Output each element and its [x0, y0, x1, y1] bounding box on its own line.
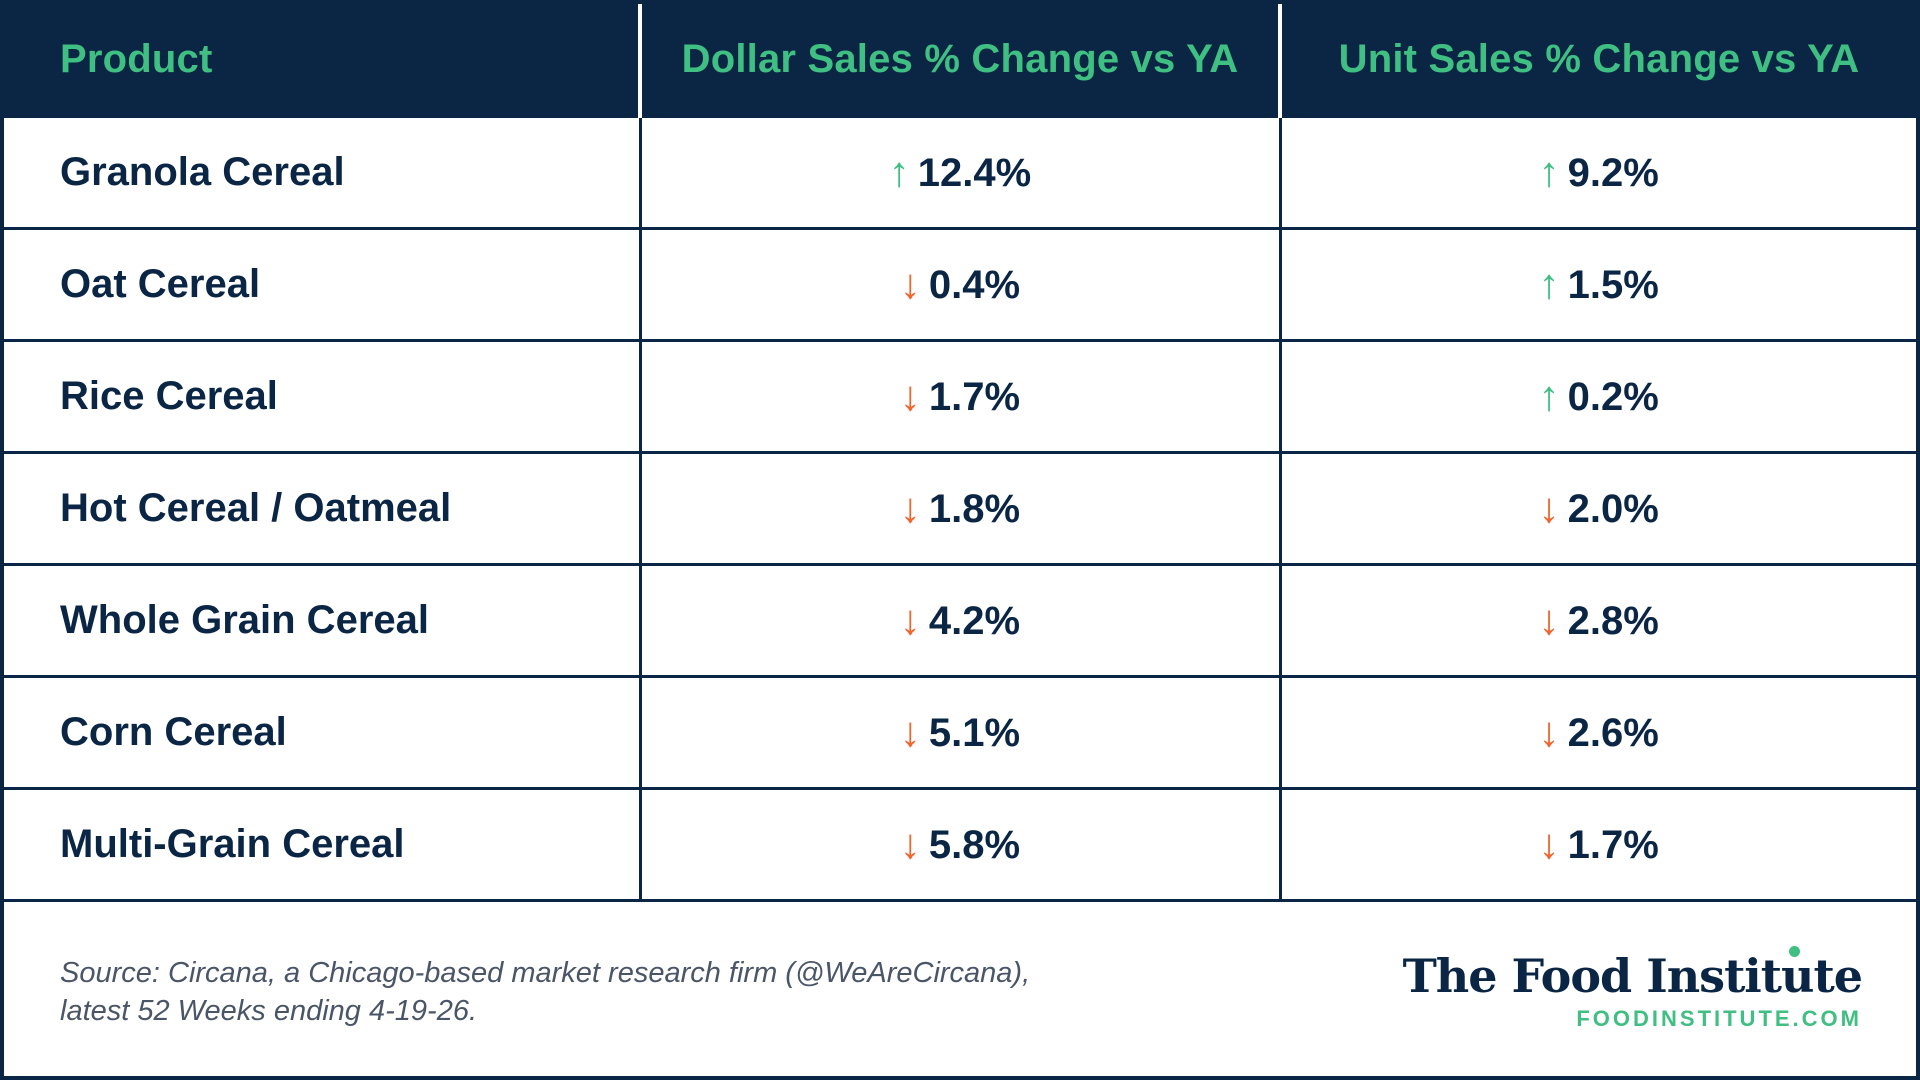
arrow-down-icon: ↓	[1538, 484, 1560, 531]
unit-sales-change-cell: ↓ 1.7%	[1278, 786, 1916, 902]
unit-sales-change-cell: ↓ 2.8%	[1278, 562, 1916, 676]
dollar-sales-change-value: 1.7%	[928, 375, 1021, 419]
brand-logo: The Food Institute FOODINSTITUTE.COM	[1402, 946, 1863, 1032]
table-body: Granola Cereal ↑ 12.4% ↑ 9.2% Oat Cereal ↓ 0.4%…	[4, 114, 1916, 902]
brand-url: FOODINSTITUTE.COM	[1576, 1006, 1862, 1031]
table-row: Granola Cereal ↑ 12.4% ↑ 9.2%	[4, 114, 1916, 228]
header-dollar-sales: Dollar Sales % Change vs YA	[638, 4, 1280, 116]
dollar-sales-change-value: 12.4%	[917, 151, 1032, 195]
arrow-up-icon: ↑	[1538, 148, 1560, 195]
dollar-sales-change-value: 0.4%	[928, 263, 1021, 307]
source-note: Source: Circana, a Chicago-based market …	[60, 954, 1160, 1030]
table-row: Rice Cereal ↓ 1.7% ↑ 0.2%	[4, 338, 1916, 452]
arrow-down-icon: ↓	[899, 484, 921, 531]
arrow-down-icon: ↓	[1538, 708, 1560, 755]
source-line-2: latest 52 Weeks ending 4-19-26.	[60, 995, 478, 1027]
unit-sales-change-cell: ↓ 2.0%	[1278, 450, 1916, 564]
brand-dot-icon	[1789, 946, 1800, 957]
table-header: Product Dollar Sales % Change vs YA Unit…	[4, 4, 1916, 116]
arrow-up-icon: ↑	[888, 148, 910, 195]
table-row: Oat Cereal ↓ 0.4% ↑ 1.5%	[4, 226, 1916, 340]
product-name: Whole Grain Cereal	[4, 562, 640, 676]
header-unit-sales: Unit Sales % Change vs YA	[1278, 4, 1916, 116]
table-row: Corn Cereal ↓ 5.1% ↓ 2.6%	[4, 674, 1916, 788]
dollar-sales-change-cell: ↓ 1.7%	[638, 338, 1280, 452]
dollar-sales-change-cell: ↓ 5.1%	[638, 674, 1280, 788]
unit-sales-change-cell: ↑ 0.2%	[1278, 338, 1916, 452]
arrow-up-icon: ↑	[1538, 372, 1560, 419]
table-row: Hot Cereal / Oatmeal ↓ 1.8% ↓ 2.0%	[4, 450, 1916, 564]
unit-sales-change-value: 2.8%	[1567, 599, 1659, 643]
dollar-sales-change-value: 5.8%	[928, 823, 1021, 867]
source-line-1: Source: Circana, a Chicago-based market …	[60, 957, 1031, 989]
arrow-down-icon: ↓	[1538, 820, 1560, 867]
product-name: Oat Cereal	[4, 226, 640, 340]
dollar-sales-change-value: 4.2%	[928, 599, 1021, 643]
arrow-up-icon: ↑	[1538, 260, 1560, 307]
product-name: Corn Cereal	[4, 674, 640, 788]
dollar-sales-change-cell: ↓ 4.2%	[638, 562, 1280, 676]
dollar-sales-change-cell: ↓ 5.8%	[638, 786, 1280, 902]
brand-name-text: The Food Institute	[1402, 949, 1863, 1003]
header-row: Product Dollar Sales % Change vs YA Unit…	[4, 4, 1916, 116]
unit-sales-change-value: 0.2%	[1567, 375, 1659, 419]
product-name: Multi-Grain Cereal	[4, 786, 640, 902]
table-row: Multi-Grain Cereal ↓ 5.8% ↓ 1.7%	[4, 786, 1916, 902]
unit-sales-change-value: 1.7%	[1567, 823, 1659, 867]
unit-sales-change-value: 2.0%	[1567, 487, 1659, 531]
dollar-sales-change-value: 5.1%	[928, 711, 1021, 755]
footer: Source: Circana, a Chicago-based market …	[4, 904, 1916, 1076]
unit-sales-change-value: 9.2%	[1567, 151, 1659, 195]
dollar-sales-change-cell: ↓ 0.4%	[638, 226, 1280, 340]
header-product: Product	[60, 36, 213, 81]
unit-sales-change-cell: ↓ 2.6%	[1278, 674, 1916, 788]
unit-sales-change-cell: ↑ 9.2%	[1278, 114, 1916, 228]
dollar-sales-change-cell: ↓ 1.8%	[638, 450, 1280, 564]
arrow-down-icon: ↓	[899, 372, 921, 419]
table-row: Whole Grain Cereal ↓ 4.2% ↓ 2.8%	[4, 562, 1916, 676]
arrow-down-icon: ↓	[1538, 596, 1560, 643]
dollar-sales-change-cell: ↑ 12.4%	[638, 114, 1280, 228]
unit-sales-change-value: 2.6%	[1567, 711, 1659, 755]
arrow-down-icon: ↓	[899, 708, 921, 755]
brand-name: The Food Institute	[1402, 946, 1863, 1003]
product-name: Granola Cereal	[4, 114, 640, 228]
arrow-down-icon: ↓	[899, 596, 921, 643]
unit-sales-change-cell: ↑ 1.5%	[1278, 226, 1916, 340]
arrow-down-icon: ↓	[899, 260, 921, 307]
dollar-sales-change-value: 1.8%	[928, 487, 1021, 531]
unit-sales-change-value: 1.5%	[1567, 263, 1659, 307]
product-name: Hot Cereal / Oatmeal	[4, 450, 640, 564]
product-name: Rice Cereal	[4, 338, 640, 452]
arrow-down-icon: ↓	[899, 820, 921, 867]
cereal-sales-table: Product Dollar Sales % Change vs YA Unit…	[4, 4, 1916, 902]
